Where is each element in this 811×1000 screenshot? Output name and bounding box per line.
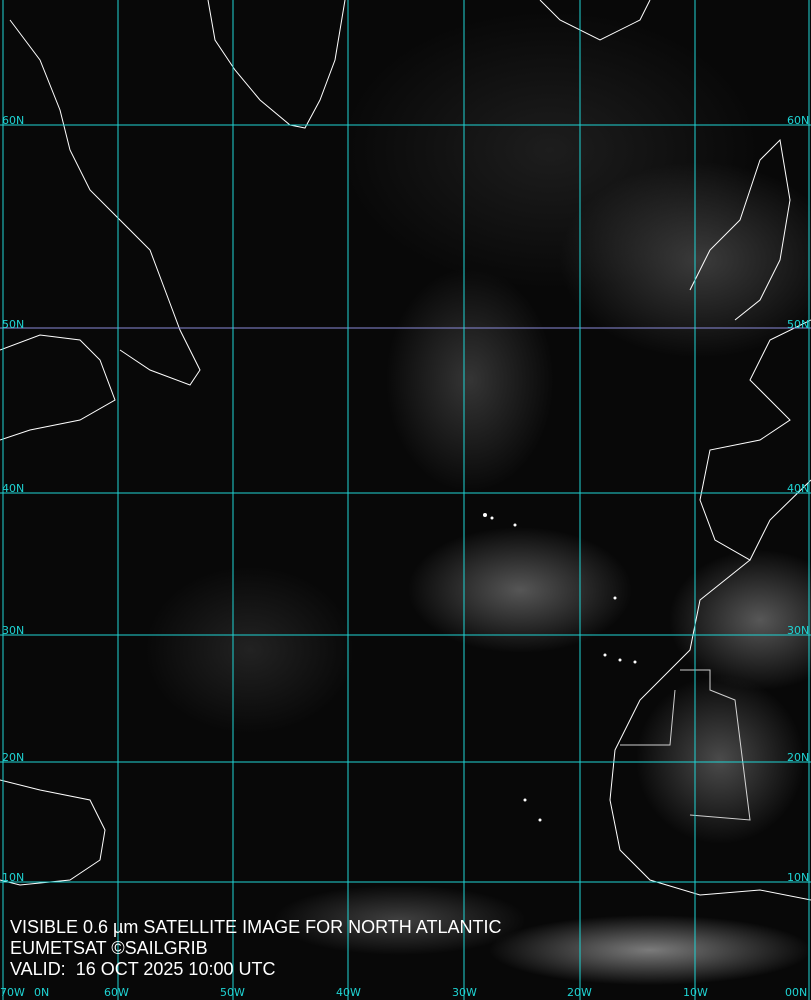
corner-label: 0N xyxy=(34,986,50,999)
caption-valid-time: VALID: 16 OCT 2025 10:00 UTC xyxy=(10,959,276,979)
lon-label-20w: 20W xyxy=(567,986,592,999)
lon-label-0: 00N xyxy=(785,986,808,999)
lon-label-30w: 30W xyxy=(452,986,477,999)
caribbean-coast xyxy=(0,779,106,886)
image-caption: VISIBLE 0.6 µm SATELLITE IMAGE FOR NORTH… xyxy=(10,917,501,980)
lat-label-10n-right: 10N xyxy=(787,871,810,884)
lat-label-30n: 30N xyxy=(2,624,25,637)
lon-label-70w: 70W xyxy=(0,986,25,999)
lon-label-10w: 10W xyxy=(683,986,708,999)
lat-label-60n-right: 60N xyxy=(787,114,810,127)
labrador-coast xyxy=(9,19,201,386)
africa-borders xyxy=(620,669,751,821)
lon-label-40w: 40W xyxy=(336,986,361,999)
lon-label-60w: 60W xyxy=(104,986,129,999)
africa-coast xyxy=(609,559,811,901)
nova-scotia-coast xyxy=(0,334,116,441)
caption-source: EUMETSAT ©SAILGRIB xyxy=(10,938,208,958)
lat-label-50n-right: 50N xyxy=(787,318,810,331)
iceland-coast xyxy=(539,0,651,41)
islands xyxy=(483,513,637,822)
europe-coast xyxy=(699,319,811,561)
lat-label-50n: 50N xyxy=(2,318,25,331)
lat-label-20n-right: 20N xyxy=(787,751,810,764)
lat-label-10n: 10N xyxy=(2,871,25,884)
lon-label-50w: 50W xyxy=(220,986,245,999)
lat-label-40n: 40N xyxy=(2,482,25,495)
caption-title: VISIBLE 0.6 µm SATELLITE IMAGE FOR NORTH… xyxy=(10,917,502,937)
lat-label-60n: 60N xyxy=(2,114,25,127)
lat-label-30n-right: 30N xyxy=(787,624,810,637)
lat-label-40n-right: 40N xyxy=(787,482,810,495)
lat-label-20n: 20N xyxy=(2,751,25,764)
greenland-coast xyxy=(207,0,346,129)
british-isles-coast xyxy=(689,138,791,321)
